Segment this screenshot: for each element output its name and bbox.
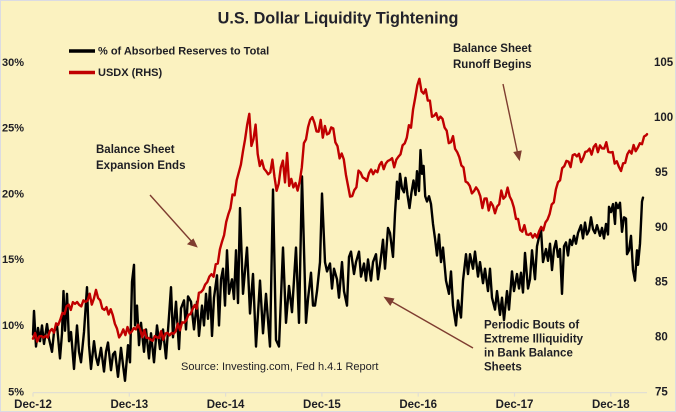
svg-text:Extreme Illiquidity: Extreme Illiquidity xyxy=(484,334,584,346)
svg-text:25%: 25% xyxy=(2,122,24,134)
svg-text:5%: 5% xyxy=(8,386,24,398)
svg-text:Balance Sheet: Balance Sheet xyxy=(96,144,175,156)
svg-text:90: 90 xyxy=(655,222,668,234)
svg-text:80: 80 xyxy=(655,332,668,344)
svg-text:15%: 15% xyxy=(2,254,24,266)
svg-text:85: 85 xyxy=(655,277,668,289)
svg-text:Dec-13: Dec-13 xyxy=(110,399,148,411)
svg-text:% of Absorbed Reserves to Tota: % of Absorbed Reserves to Total xyxy=(98,46,269,58)
svg-text:Runoff Begins: Runoff Begins xyxy=(453,59,532,71)
svg-text:Expansion Ends: Expansion Ends xyxy=(96,160,185,172)
svg-text:Sheets: Sheets xyxy=(484,362,522,374)
svg-text:in Bank Balance: in Bank Balance xyxy=(484,348,573,360)
svg-text:Balance Sheet: Balance Sheet xyxy=(453,43,532,55)
svg-text:75: 75 xyxy=(655,387,668,399)
svg-text:Periodic Bouts of: Periodic Bouts of xyxy=(484,320,579,332)
svg-text:Dec-17: Dec-17 xyxy=(496,399,534,411)
svg-text:100: 100 xyxy=(654,112,673,124)
svg-text:U.S. Dollar Liquidity Tighteni: U.S. Dollar Liquidity Tightening xyxy=(218,10,459,28)
svg-text:105: 105 xyxy=(654,57,674,69)
svg-text:Dec-15: Dec-15 xyxy=(303,399,341,411)
svg-text:20%: 20% xyxy=(2,188,24,200)
svg-text:Source: Investing.com, Fed h.4: Source: Investing.com, Fed h.4.1 Report xyxy=(181,361,379,373)
svg-text:Dec-12: Dec-12 xyxy=(14,399,52,411)
svg-text:Dec-14: Dec-14 xyxy=(207,399,245,411)
svg-text:95: 95 xyxy=(655,167,668,179)
svg-text:USDX (RHS): USDX (RHS) xyxy=(98,67,163,79)
svg-text:Dec-18: Dec-18 xyxy=(592,399,630,411)
svg-text:Dec-16: Dec-16 xyxy=(399,399,437,411)
svg-text:30%: 30% xyxy=(2,57,24,69)
svg-text:10%: 10% xyxy=(2,320,24,332)
